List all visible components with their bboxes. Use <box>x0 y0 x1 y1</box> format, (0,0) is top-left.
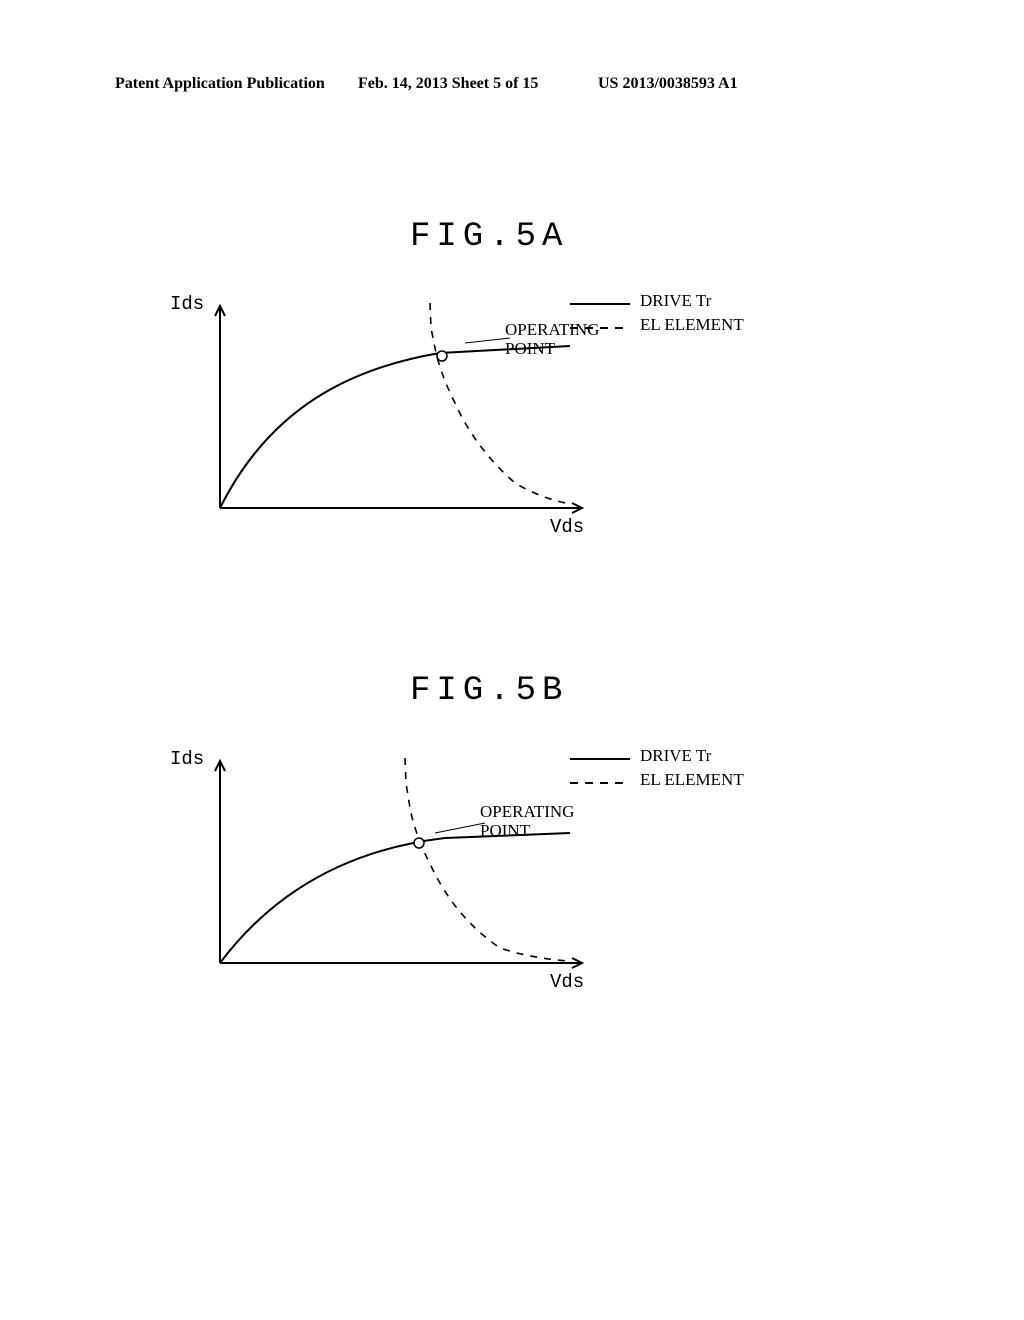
figure-5b: Ids OPERATINGPOINT Vds DRIVE Tr EL ELEME… <box>170 748 870 1028</box>
fig5a-x-label: Vds <box>550 516 584 538</box>
fig5a-y-label: Ids <box>170 293 204 315</box>
fig5b-legend-dashed-label: EL ELEMENT <box>640 770 744 790</box>
fig5a-annot-leader <box>465 338 510 343</box>
fig5a-legend-solid-label: DRIVE Tr <box>640 291 711 311</box>
fig5b-y-label: Ids <box>170 748 204 770</box>
fig5b-annot-leader <box>435 823 485 833</box>
header-right: US 2013/0038593 A1 <box>598 75 738 93</box>
fig-5a-title: FIG.5A <box>410 218 568 256</box>
fig5b-annotation: OPERATINGPOINT <box>480 803 574 840</box>
fig5b-plot <box>210 753 600 993</box>
fig5b-el-element-curve <box>405 758 568 961</box>
fig5b-legend-solid-icon <box>570 754 630 764</box>
fig-5b-title: FIG.5B <box>410 672 568 710</box>
fig5a-operating-point <box>437 351 447 361</box>
fig5b-x-label: Vds <box>550 971 584 993</box>
fig5b-legend-dashed-icon <box>570 778 630 788</box>
fig5b-drive-tr-curve <box>220 833 570 963</box>
fig5a-legend-dashed-label: EL ELEMENT <box>640 315 744 335</box>
header-left: Patent Application Publication <box>115 75 325 93</box>
fig5a-legend-dashed-icon <box>570 323 630 333</box>
fig5a-drive-tr-curve <box>220 346 570 508</box>
fig5a-legend-solid-icon <box>570 299 630 309</box>
fig5b-operating-point <box>414 838 424 848</box>
figure-5a: Ids OPERATINGPOINT Vds DRIVE Tr EL ELEME… <box>170 293 870 573</box>
fig5b-axes <box>215 761 582 968</box>
header-center: Feb. 14, 2013 Sheet 5 of 15 <box>358 75 538 93</box>
fig5b-legend-solid-label: DRIVE Tr <box>640 746 711 766</box>
